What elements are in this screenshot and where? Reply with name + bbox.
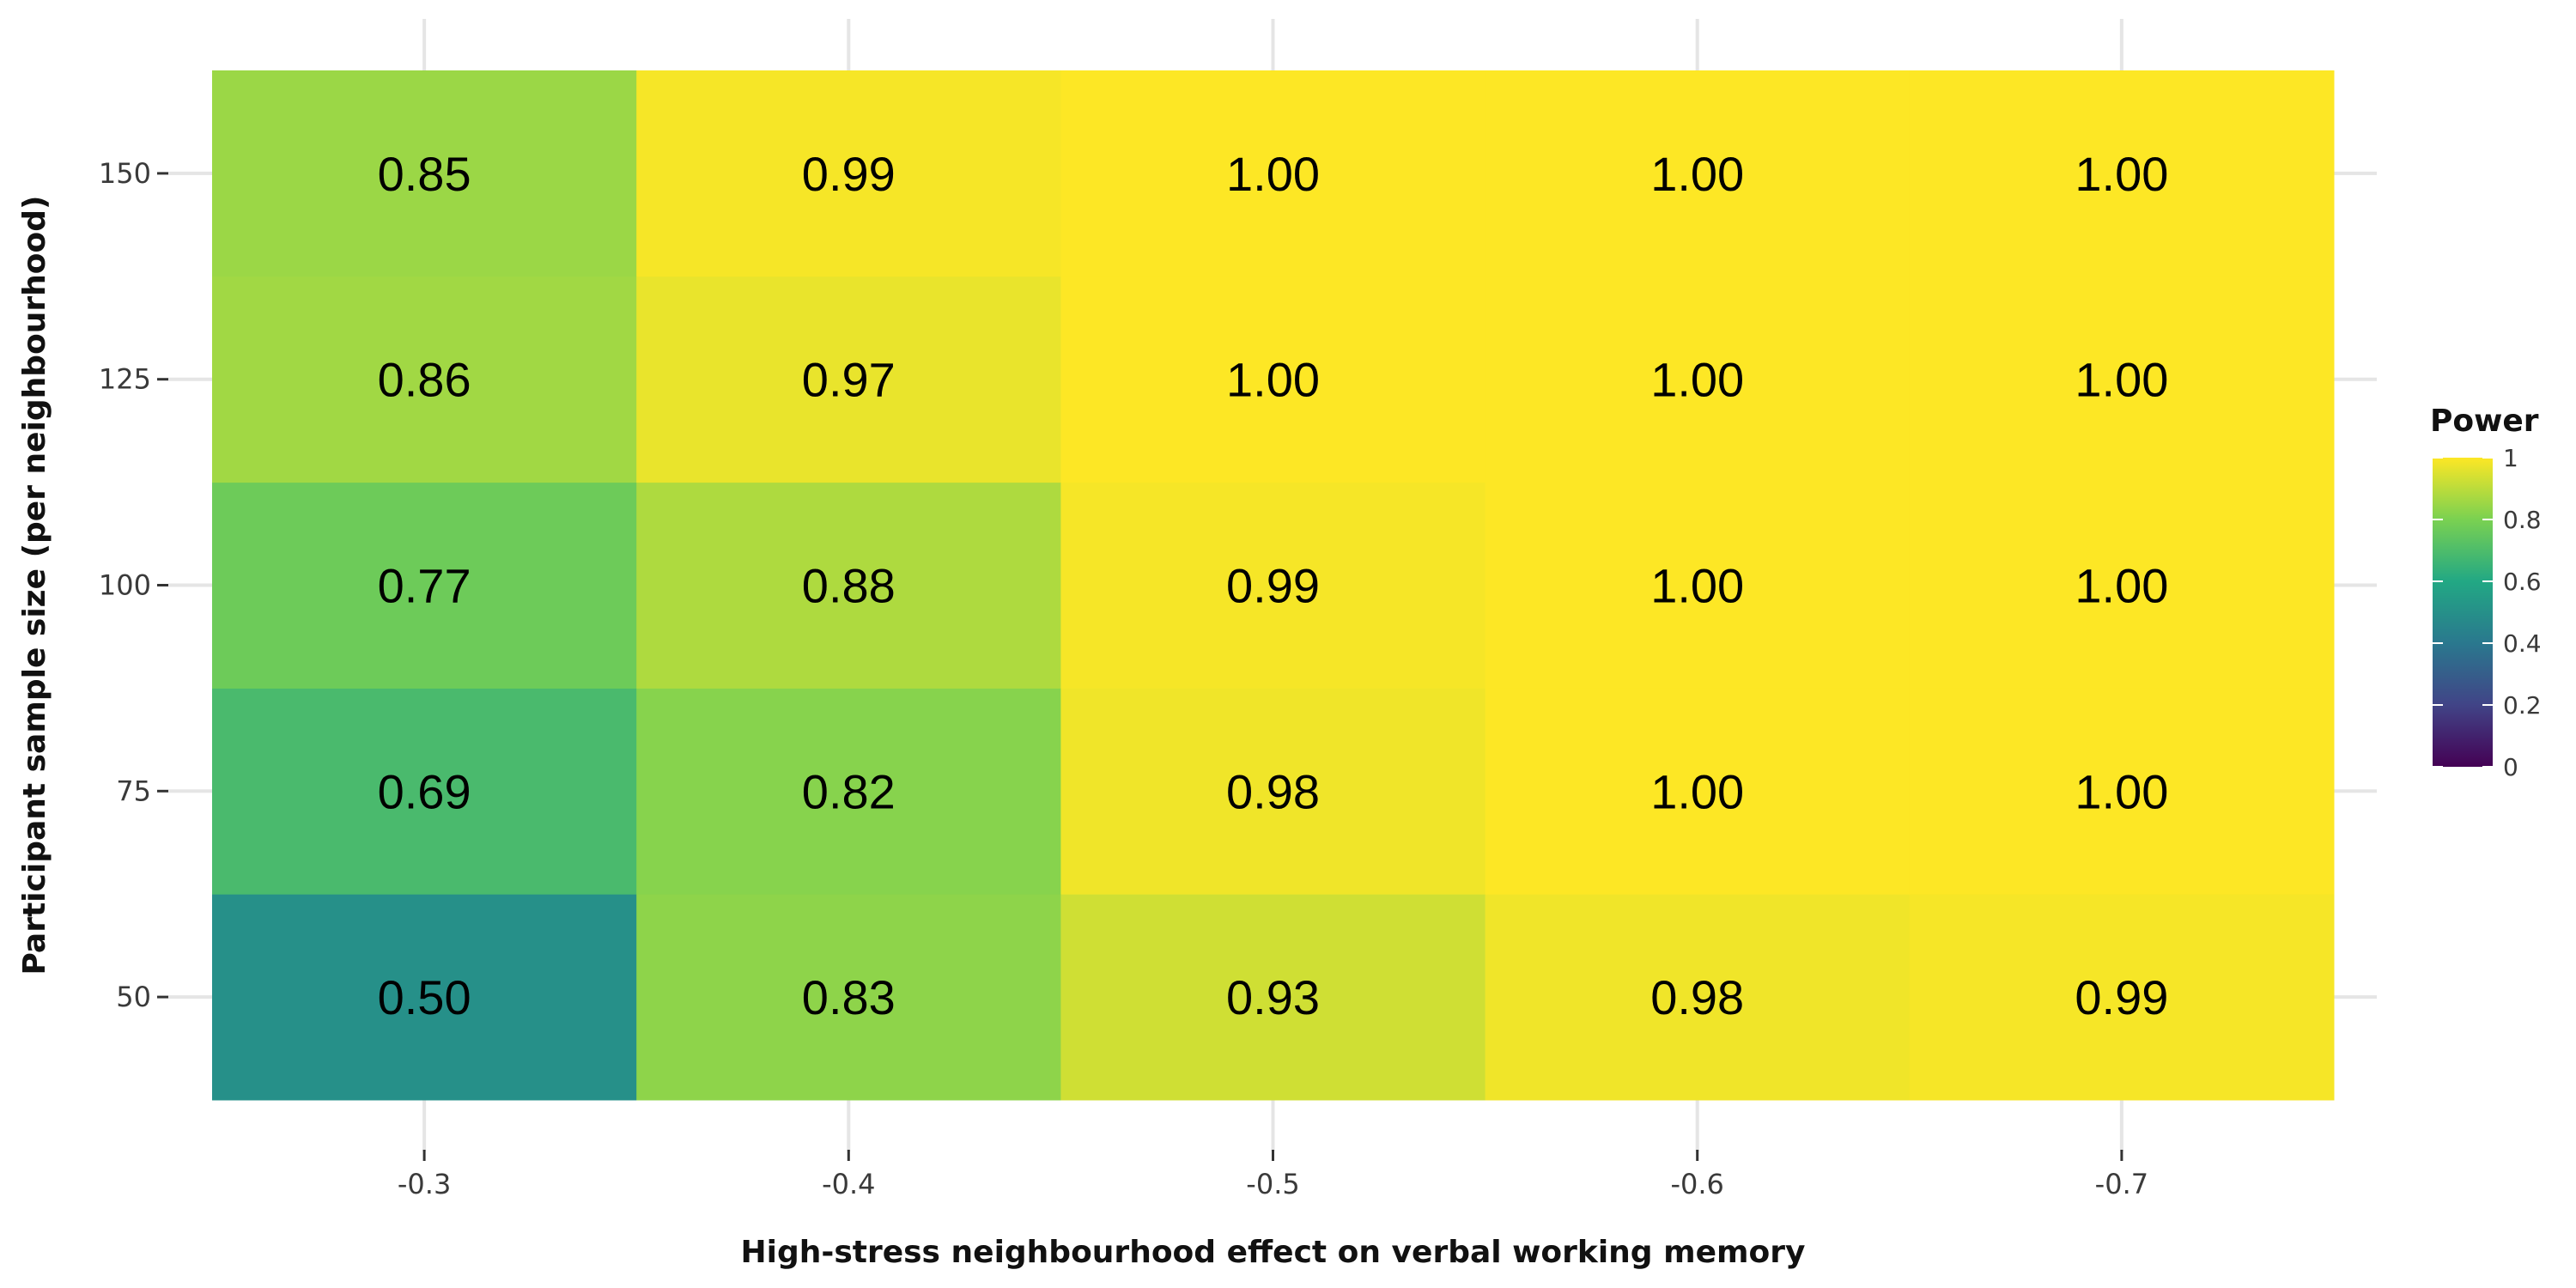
cell-value-label: 0.98 bbox=[1650, 970, 1744, 1024]
legend-title: Power bbox=[2430, 404, 2539, 439]
cell-value-label: 0.69 bbox=[378, 764, 471, 818]
y-tick-label: 75 bbox=[116, 775, 151, 807]
cell-value-label: 1.00 bbox=[2075, 559, 2168, 613]
y-tick-label: 125 bbox=[99, 363, 151, 396]
x-tick-label: -0.7 bbox=[2095, 1168, 2148, 1200]
x-axis: -0.3 -0.4 -0.5 -0.6 -0.7 bbox=[398, 1150, 2148, 1200]
legend: Power 0 0.2 0.4 0.6 0.8 1 bbox=[2430, 404, 2542, 781]
cell-value-label: 0.97 bbox=[802, 353, 896, 407]
y-axis-title: Participant sample size (per neighbourho… bbox=[17, 196, 52, 975]
cell-value-label: 0.99 bbox=[2075, 970, 2168, 1024]
cell-value-label: 1.00 bbox=[1226, 147, 1320, 201]
cell-value-label: 1.00 bbox=[2075, 764, 2168, 818]
heatmap-cell bbox=[636, 482, 1061, 689]
heatmap-cell bbox=[1485, 70, 1911, 277]
heatmap-cell bbox=[212, 276, 637, 483]
cell-value-label: 0.50 bbox=[378, 970, 471, 1024]
cell-value-label: 0.88 bbox=[802, 559, 896, 613]
cell-value-label: 1.00 bbox=[2075, 353, 2168, 407]
heatmap-cell bbox=[1909, 894, 2335, 1101]
legend-colorbar bbox=[2433, 458, 2493, 767]
heatmap-cell bbox=[1485, 276, 1911, 483]
cell-value-label: 1.00 bbox=[1650, 559, 1744, 613]
legend-tick-label: 0.4 bbox=[2503, 629, 2542, 658]
legend-tick-label: 0.2 bbox=[2503, 691, 2542, 720]
heatmap-cell bbox=[1060, 688, 1486, 895]
cell-value-label: 1.00 bbox=[1650, 764, 1744, 818]
legend-tick-label: 0.8 bbox=[2503, 506, 2542, 534]
x-tick-label: -0.6 bbox=[1670, 1168, 1723, 1200]
heatmap-cell bbox=[1909, 70, 2335, 277]
cell-value-label: 0.82 bbox=[802, 764, 896, 818]
y-axis: 50 75 100 125 150 bbox=[99, 157, 168, 1013]
heatmap-cell bbox=[636, 276, 1061, 483]
cell-value-label: 0.99 bbox=[802, 147, 896, 201]
heatmap-cell bbox=[1060, 70, 1486, 277]
x-axis-title: High-stress neighbourhood effect on verb… bbox=[741, 1235, 1806, 1270]
heatmap-cells bbox=[212, 70, 2335, 1101]
cell-value-label: 0.85 bbox=[378, 147, 471, 201]
heatmap-cell bbox=[212, 482, 637, 689]
heatmap-cell bbox=[1485, 894, 1911, 1101]
legend-tick-label: 0.6 bbox=[2503, 568, 2542, 596]
heatmap-cell bbox=[636, 70, 1061, 277]
heatmap-cell bbox=[1909, 276, 2335, 483]
x-tick-label: -0.4 bbox=[822, 1168, 875, 1200]
cell-value-label: 0.93 bbox=[1226, 970, 1320, 1024]
heatmap-cell bbox=[212, 70, 637, 277]
cell-value-label: 1.00 bbox=[1650, 147, 1744, 201]
heatmap-cell bbox=[1485, 482, 1911, 689]
heatmap-cell bbox=[212, 894, 637, 1101]
y-tick-label: 150 bbox=[99, 157, 151, 190]
cell-value-label: 0.83 bbox=[802, 970, 896, 1024]
cell-value-label: 0.99 bbox=[1226, 559, 1320, 613]
heatmap-cell bbox=[1485, 688, 1911, 895]
heatmap-cell bbox=[1060, 276, 1486, 483]
legend-ticks: 0 0.2 0.4 0.6 0.8 1 bbox=[2433, 444, 2542, 781]
y-tick-label: 100 bbox=[99, 569, 151, 602]
heatmap-cell bbox=[212, 688, 637, 895]
x-tick-label: -0.3 bbox=[398, 1168, 451, 1200]
cell-value-label: 1.00 bbox=[1650, 353, 1744, 407]
cell-value-label: 0.86 bbox=[378, 353, 471, 407]
y-tick-label: 50 bbox=[116, 981, 151, 1013]
cell-value-label: 1.00 bbox=[1226, 353, 1320, 407]
x-tick-label: -0.5 bbox=[1246, 1168, 1299, 1200]
heatmap-cell bbox=[1060, 482, 1486, 689]
heatmap-cell bbox=[1909, 688, 2335, 895]
heatmap-cell bbox=[1060, 894, 1486, 1101]
legend-tick-label: 0 bbox=[2503, 753, 2518, 781]
cell-value-label: 1.00 bbox=[2075, 147, 2168, 201]
heatmap-cell bbox=[636, 894, 1061, 1101]
heatmap-cell bbox=[636, 688, 1061, 895]
legend-tick-label: 1 bbox=[2503, 444, 2518, 472]
cell-value-label: 0.98 bbox=[1226, 764, 1320, 818]
heatmap-cell bbox=[1909, 482, 2335, 689]
heatmap-cell-labels: 0.50 0.83 0.93 0.98 0.99 0.69 0.82 0.98 1.00 1.00… bbox=[378, 147, 2169, 1024]
cell-value-label: 0.77 bbox=[378, 559, 471, 613]
